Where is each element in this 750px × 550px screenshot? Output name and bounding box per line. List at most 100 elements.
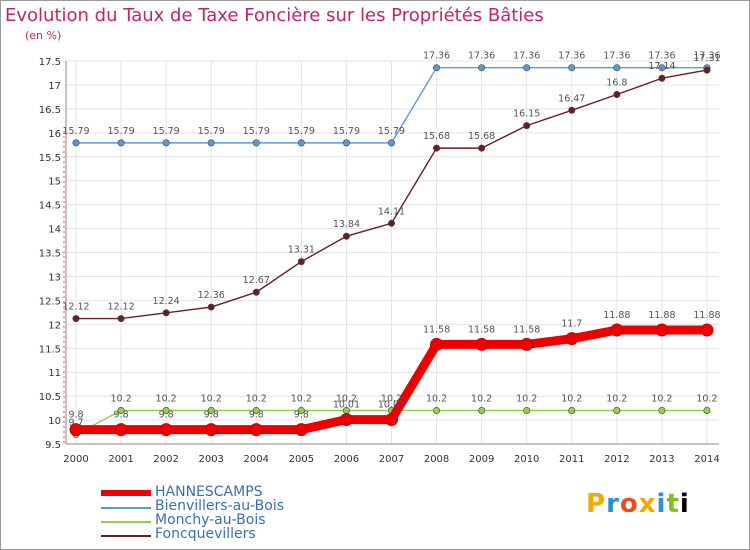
- data-label-3: 12.36: [198, 290, 225, 301]
- series-point-2: [613, 406, 621, 414]
- data-label-3: 16.8: [606, 78, 627, 89]
- data-label-3: 16.15: [513, 109, 540, 120]
- data-label-2: 10.2: [246, 393, 267, 404]
- series-point-3: [433, 144, 441, 152]
- series-point-3: [297, 258, 305, 266]
- data-label-2: 10.2: [516, 393, 537, 404]
- y-tick-label: 13.5: [39, 249, 61, 260]
- data-label-0: 10.01: [378, 400, 405, 411]
- data-label-3: 14.11: [378, 206, 405, 217]
- series-point-2: [252, 406, 260, 414]
- legend-swatch-foncquevillers: [101, 535, 151, 537]
- x-tick-label: 2012: [604, 454, 629, 465]
- series-point-0: [339, 413, 353, 427]
- series-point-0: [114, 423, 128, 437]
- data-label-2: 10.2: [381, 393, 402, 404]
- series-point-3: [703, 66, 711, 74]
- series-point-0: [69, 423, 83, 437]
- y-tick-label: 17.5: [39, 57, 61, 68]
- legend-swatch-monchy: [101, 521, 151, 523]
- x-tick-label: 2007: [379, 454, 404, 465]
- data-label-0: 9.8: [204, 410, 219, 421]
- data-label-0: 11.88: [648, 310, 675, 321]
- series-point-2: [117, 406, 125, 414]
- y-tick-label: 16.5: [39, 105, 61, 116]
- series-point-2: [297, 406, 305, 414]
- data-label-0: 9.8: [159, 410, 174, 421]
- data-label-2: 10.2: [201, 393, 222, 404]
- data-label-1: 17.36: [558, 51, 585, 62]
- series-point-2: [523, 406, 531, 414]
- data-label-0: 10.01: [333, 400, 360, 411]
- data-label-1: 17.36: [603, 51, 630, 62]
- legend-label-bienvillers: Bienvillers-au-Bois: [155, 498, 285, 514]
- legend-label-monchy: Monchy-au-Bois: [155, 512, 266, 528]
- series-point-0: [159, 423, 173, 437]
- y-tick-label: 11.5: [39, 344, 61, 355]
- series-point-2: [703, 406, 711, 414]
- data-label-0: 9.8: [68, 410, 83, 421]
- series-point-1: [117, 139, 125, 147]
- series-point-1: [387, 139, 395, 147]
- data-label-2: 10.2: [336, 393, 357, 404]
- x-tick-label: 2004: [244, 454, 269, 465]
- y-tick-label: 15.5: [39, 153, 61, 164]
- y-tick-label: 10.5: [39, 392, 61, 403]
- series-point-3: [478, 144, 486, 152]
- series-point-3: [387, 219, 395, 227]
- series-point-1: [478, 64, 486, 72]
- data-label-2: 10.2: [291, 393, 312, 404]
- legend-swatch-hannescamps: [101, 490, 151, 496]
- x-tick-label: 2008: [424, 454, 449, 465]
- data-label-1: 17.36: [468, 51, 495, 62]
- data-label-2: 10.2: [696, 393, 717, 404]
- series-point-0: [384, 413, 398, 427]
- y-tick-label: 9.5: [45, 440, 61, 451]
- x-tick-label: 2011: [559, 454, 584, 465]
- series-point-0: [520, 337, 534, 351]
- y-tick-label: 13: [48, 272, 61, 283]
- y-tick-label: 14: [48, 225, 61, 236]
- data-label-1: 15.79: [153, 126, 180, 137]
- data-label-1: 17.36: [423, 51, 450, 62]
- series-point-3: [72, 315, 80, 323]
- data-label-3: 17.14: [648, 61, 675, 72]
- series-point-0: [249, 423, 263, 437]
- data-label-1: 15.79: [198, 126, 225, 137]
- series-point-2: [207, 406, 215, 414]
- data-label-3: 12.12: [62, 302, 89, 313]
- series-point-0: [565, 332, 579, 346]
- x-tick-label: 2013: [649, 454, 674, 465]
- y-tick-label: 17: [48, 81, 61, 92]
- unit-label: (en %): [25, 29, 62, 42]
- data-label-0: 11.88: [693, 310, 720, 321]
- series-point-0: [700, 323, 714, 337]
- series-point-0: [655, 323, 669, 337]
- series-point-2: [433, 406, 441, 414]
- data-label-0: 9.8: [114, 410, 129, 421]
- y-tick-label: 12: [48, 320, 61, 331]
- x-tick-label: 2003: [198, 454, 223, 465]
- data-label-3: 13.31: [288, 245, 315, 256]
- series-point-2: [568, 406, 576, 414]
- data-label-2: 10.2: [426, 393, 447, 404]
- data-label-3: 15.68: [423, 131, 450, 142]
- data-label-0: 9.8: [294, 410, 309, 421]
- series-point-3: [613, 91, 621, 99]
- series-point-2: [658, 406, 666, 414]
- series-point-1: [342, 139, 350, 147]
- series-point-1: [568, 64, 576, 72]
- data-label-2: 10.2: [110, 393, 131, 404]
- data-label-2: 10.2: [471, 393, 492, 404]
- data-label-2: 10.2: [606, 393, 627, 404]
- x-tick-label: 2010: [514, 454, 539, 465]
- series-point-0: [610, 323, 624, 337]
- data-label-0: 11.58: [468, 324, 495, 335]
- data-label-0: 11.58: [423, 324, 450, 335]
- series-point-2: [478, 406, 486, 414]
- y-tick-label: 14.5: [39, 201, 61, 212]
- data-label-1: 15.79: [333, 126, 360, 137]
- series-point-3: [162, 309, 170, 317]
- data-label-0: 9.8: [249, 410, 264, 421]
